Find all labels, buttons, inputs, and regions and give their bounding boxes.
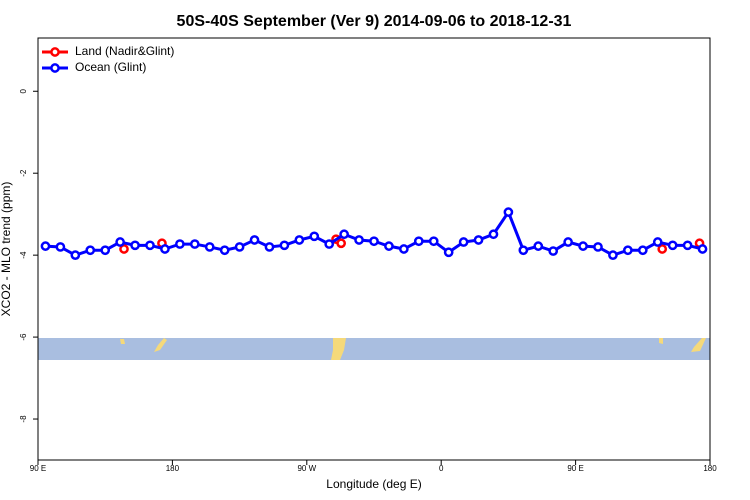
point — [70, 250, 81, 260]
x-tick-label: 0 — [439, 464, 444, 473]
point — [384, 241, 394, 251]
legend-marker — [50, 63, 60, 73]
point — [518, 245, 529, 256]
x-tick-label: 90 E — [567, 464, 583, 473]
point — [458, 237, 469, 247]
point — [119, 244, 129, 254]
point — [533, 241, 544, 251]
point — [428, 236, 439, 247]
point — [234, 242, 245, 252]
point — [145, 240, 155, 251]
x-tick-label: 90 W — [297, 464, 316, 473]
point — [309, 231, 320, 242]
point — [657, 244, 668, 254]
point — [339, 229, 349, 240]
point — [593, 242, 603, 252]
point — [548, 246, 559, 256]
point — [115, 237, 125, 247]
point — [697, 244, 708, 254]
point — [563, 237, 573, 247]
point — [473, 235, 484, 245]
point — [399, 244, 409, 254]
point — [682, 240, 693, 251]
point — [413, 236, 424, 247]
y-tick-label: -4 — [19, 251, 28, 259]
series-line — [45, 208, 703, 257]
legend-marker — [50, 47, 60, 57]
y-tick-label: -6 — [19, 333, 28, 341]
point — [294, 235, 305, 245]
legend-label: Ocean (Glint) — [75, 60, 146, 74]
point — [667, 240, 678, 251]
x-tick-label: 180 — [166, 464, 180, 473]
x-tick-label: 180 — [703, 464, 717, 473]
point — [443, 247, 454, 258]
point — [249, 235, 260, 245]
map-strip — [38, 338, 710, 360]
point — [204, 242, 215, 252]
point — [279, 240, 290, 251]
point — [85, 245, 96, 256]
chart-title: 50S-40S September (Ver 9) 2014-09-06 to … — [177, 13, 572, 30]
point — [652, 237, 663, 247]
y-tick-label: -2 — [19, 169, 28, 177]
x-tick-label: 90 E — [30, 464, 46, 473]
y-tick-label: 0 — [19, 88, 28, 93]
point — [608, 250, 618, 260]
point — [219, 245, 230, 256]
point — [40, 241, 51, 251]
point — [336, 238, 346, 249]
point — [369, 236, 379, 247]
x-axis-label: Longitude (deg E) — [326, 477, 421, 491]
point — [578, 241, 588, 251]
point — [637, 245, 648, 256]
y-axis-label: XCO2 - MLO trend (ppm) — [0, 182, 13, 317]
point — [324, 239, 335, 249]
legend-label: Land (Nadir&Glint) — [75, 44, 174, 58]
point — [189, 239, 200, 249]
point — [488, 229, 499, 240]
point — [160, 244, 170, 254]
point — [100, 245, 111, 256]
point — [623, 245, 633, 256]
point — [503, 207, 514, 217]
point — [55, 242, 66, 252]
point — [130, 240, 140, 251]
point — [354, 235, 364, 245]
y-tick-label: -8 — [19, 415, 28, 423]
plot-frame — [37, 37, 711, 461]
point — [264, 242, 275, 252]
point — [175, 239, 185, 249]
